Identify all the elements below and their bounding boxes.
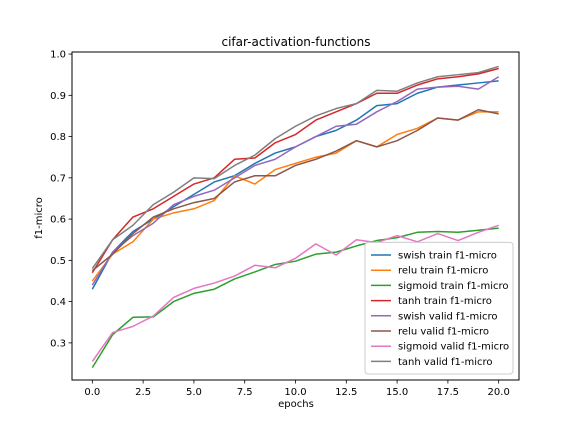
x-axis-label: epochs <box>278 399 314 410</box>
y-tick-label: 0.8 <box>50 132 66 143</box>
legend-label-2: sigmoid train f1-micro <box>398 281 508 292</box>
series-line-6 <box>91 224 499 362</box>
y-tick-label: 0.7 <box>50 173 66 184</box>
series-line-7 <box>91 65 499 270</box>
x-tick-label: 17.5 <box>437 387 459 398</box>
series-line-4 <box>91 76 500 286</box>
series-line-3 <box>91 67 499 274</box>
legend-label-5: relu valid f1-micro <box>398 327 489 338</box>
series-line-2 <box>91 227 499 369</box>
chart-title: cifar-activation-functions <box>221 35 370 49</box>
x-tick-label: 5.0 <box>186 387 202 398</box>
legend-label-1: relu train f1-micro <box>398 266 488 277</box>
legend-label-4: swish valid f1-micro <box>398 311 498 322</box>
x-tick-label: 12.5 <box>335 387 357 398</box>
legend-label-7: tanh valid f1-micro <box>398 357 493 368</box>
x-tick-label: 2.5 <box>135 387 151 398</box>
y-tick-label: 0.9 <box>50 91 66 102</box>
series-line-5 <box>91 109 499 272</box>
y-tick-label: 0.5 <box>50 256 66 267</box>
x-tick-label: 7.5 <box>237 387 253 398</box>
x-tick-label: 20.0 <box>488 387 510 398</box>
axis-ticks: 0.0 2.5 5.0 7.5 10.0 12.5 15.0 17.5 20.0 0.3 0.4 0.… <box>50 50 510 398</box>
plot-area <box>91 65 500 369</box>
legend-box <box>364 241 514 375</box>
x-tick-label: 15.0 <box>386 387 408 398</box>
legend: swish train f1-micro relu train f1-micro s… <box>364 241 514 375</box>
legend-label-3: tanh train f1-micro <box>398 296 492 307</box>
y-tick-label: 1.0 <box>50 50 66 61</box>
x-tick-label: 10.0 <box>284 387 306 398</box>
legend-label-0: swish train f1-micro <box>398 251 497 262</box>
y-tick-label: 0.3 <box>50 338 66 349</box>
legend-label-6: sigmoid valid f1-micro <box>398 342 509 353</box>
x-tick-label: 0.0 <box>84 387 100 398</box>
y-tick-label: 0.4 <box>50 297 66 308</box>
y-axis-label: f1-micro <box>34 197 45 239</box>
y-tick-label: 0.6 <box>50 215 66 226</box>
